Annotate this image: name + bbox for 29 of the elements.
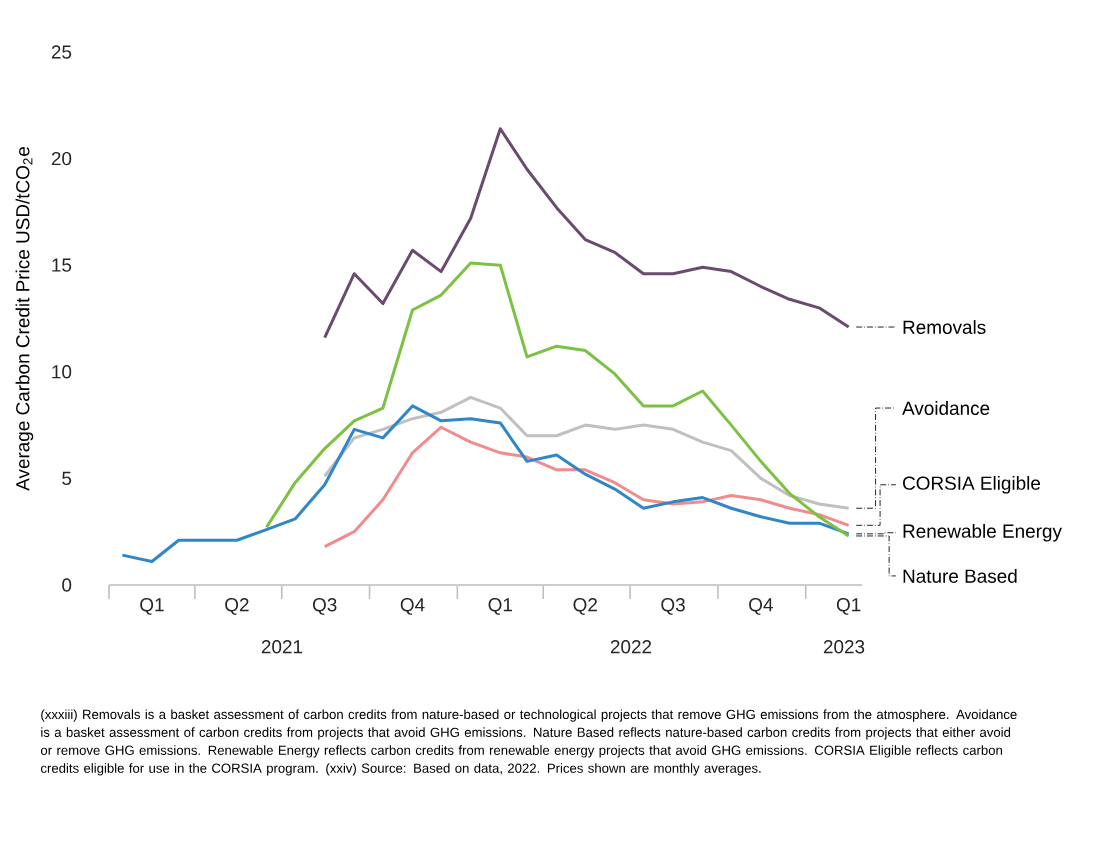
line-series (264, 261, 851, 538)
text: Renewable Energy (903, 523, 1062, 542)
line-series (323, 127, 851, 340)
line-series (323, 425, 851, 549)
line-series (323, 395, 851, 510)
text: 2023 (823, 640, 865, 654)
text: Nature Based (903, 568, 1017, 583)
y-tick-label: 10 (52, 365, 72, 379)
x-tick-label: Q3 (312, 598, 337, 615)
y-tick-label: 0 (62, 578, 72, 592)
x-tick-label: Q2 (225, 598, 249, 615)
x-tick-label: Q2 (573, 598, 597, 615)
x-tick-label: Q1 (836, 598, 861, 615)
y-tick-label: 15 (52, 258, 72, 272)
y-tick-label: 20 (51, 151, 72, 166)
text: (xxxiii) Removals is a basket assessment of carbon credits from nature-based or technological projects that remove GHG emissions from the atmosphere. Avoidance is a basket assessment of carbon credits from projects that avoid GHG emissions. Nature Based reflects nature-based carbon credits from projects that either avoid or remove GHG emissions. Renewable Energy reflects carbon credits from renewable energy projects that avoid GHG emissions. CORSIA Eligible reflects carbon credits eligible for use in the CORSIA program. (xxiv) Source: Based on data, 2022. Prices shown are monthly averages. (40, 709, 1017, 776)
y-tick-label: 5 (62, 471, 72, 485)
text: Avoidance (902, 401, 990, 415)
x-tick-label: Q1 (140, 598, 164, 615)
x-tick-label: Q4 (400, 598, 425, 615)
text: Removals (903, 320, 986, 334)
y-tick-label: 25 (51, 45, 72, 59)
x-tick-label: Q3 (661, 598, 685, 615)
text: 2021 (261, 640, 303, 654)
y-axis-title: Average Carbon Credit Price USD/tCO$_{2}$e (15, 147, 34, 491)
x-tick-label: Q1 (488, 598, 512, 615)
text: CORSIA Eligible (903, 475, 1041, 494)
text: 2022 (610, 640, 652, 654)
x-tick-label: Q4 (749, 598, 773, 615)
